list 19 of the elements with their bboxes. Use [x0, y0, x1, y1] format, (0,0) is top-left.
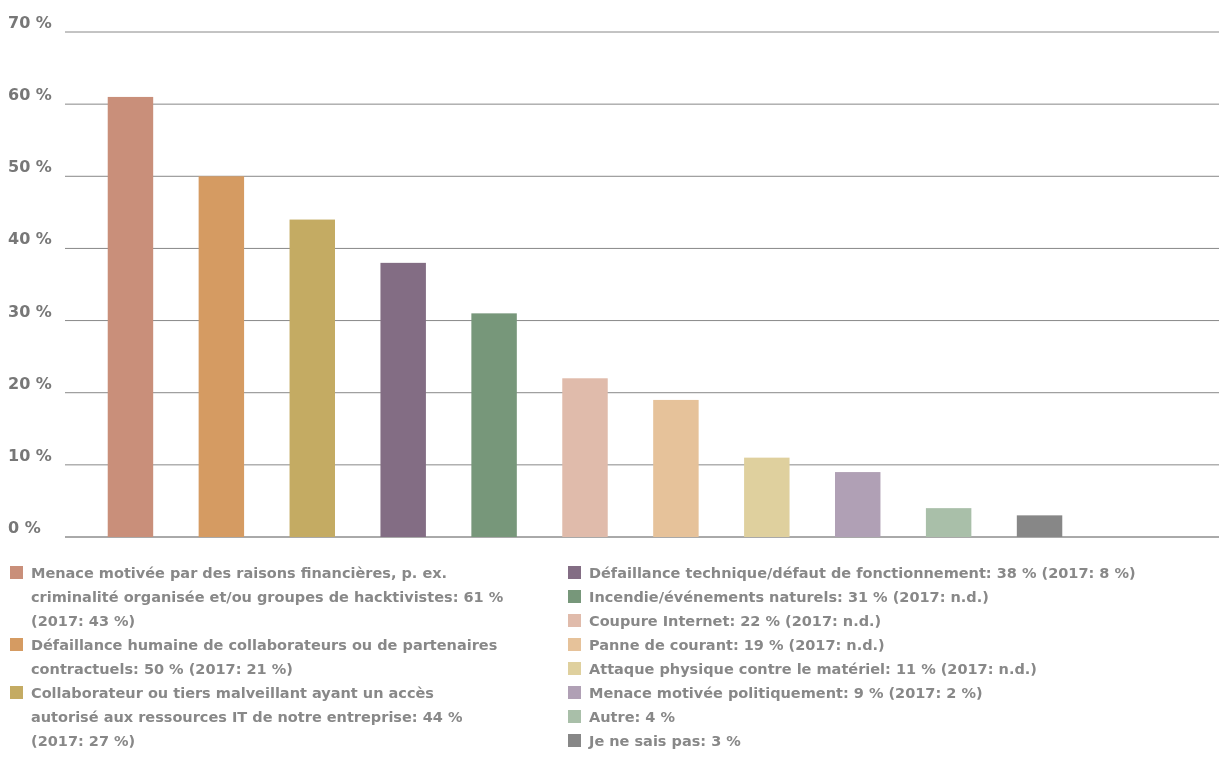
- legend-label: Autre: 4 %: [589, 709, 676, 725]
- y-tick-label: 10 %: [8, 445, 52, 465]
- legend-label: Panne de courant: 19 % (2017: n.d.): [589, 637, 885, 653]
- legend-label: Menace motivée par des raisons financières, p. ex. criminalité organisée et/ou groupes de hacktivistes: 61 % (2017: 43 %): [31, 565, 504, 629]
- y-tick-label: 0 %: [8, 518, 41, 537]
- legend-label: Je ne sais pas: 3 %: [588, 733, 742, 749]
- y-tick-label: 60 %: [8, 85, 52, 105]
- y-tick-label: 40 %: [8, 229, 52, 249]
- y-tick-label: 50 %: [8, 157, 52, 177]
- legend-label: Défaillance technique/défaut de fonctionnement: 38 % (2017: 8 %): [589, 565, 1136, 581]
- legend-label: Incendie/événements naturels: 31 % (2017: n.d.): [589, 589, 989, 605]
- legend-label: Défaillance humaine de collaborateurs ou de partenaires contractuels: 50 % (2017: 21 %): [31, 637, 498, 677]
- y-tick-label: 30 %: [8, 301, 52, 321]
- y-tick-label: 20 %: [8, 373, 52, 393]
- legend-label: Attaque physique contre le matériel: 11 % (2017: n.d.): [589, 661, 1037, 677]
- legend-label: Collaborateur ou tiers malveillant ayant un accès autorisé aux ressources IT de notre entreprise: 44 % (2017: 27 %): [31, 685, 463, 749]
- legend-label: Menace motivée politiquement: 9 % (2017: 2 %): [589, 685, 983, 701]
- legend-label: Coupure Internet: 22 % (2017: n.d.): [589, 613, 882, 629]
- y-tick-label: 70 %: [8, 13, 52, 32]
